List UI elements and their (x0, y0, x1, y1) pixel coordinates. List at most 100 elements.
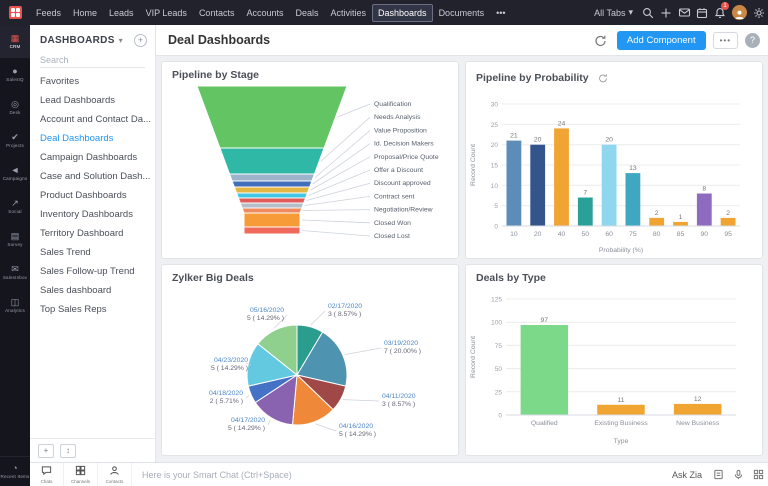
sidebar-item-territory-dashboard[interactable]: Territory Dashboard (40, 228, 124, 239)
pie-slice-label[interactable]: 04/17/2020 5 ( 14.29% ) (227, 417, 265, 432)
svg-text:11: 11 (617, 397, 624, 404)
sidebar-item-campaign-dashboards[interactable]: Campaign Dashboards (40, 152, 138, 163)
all-tabs-dropdown[interactable]: All Tabs ▾ (588, 7, 639, 18)
pie-chart[interactable]: 02/17/2020 3 ( 8.57% ) 03/19/2020 7 ( 20.00… (162, 285, 458, 455)
sidebar-item-product-dashboards[interactable]: Product Dashboards (40, 190, 127, 201)
svg-text:Closed Lost: Closed Lost (374, 233, 410, 240)
nav-item-feeds[interactable]: Feeds (36, 7, 62, 18)
svg-text:25: 25 (491, 122, 499, 129)
top-nav: Feeds Home Leads VIP Leads Contacts Accounts D… (0, 0, 768, 25)
zoho-logo-icon (8, 6, 22, 19)
sidebar-item-favorites[interactable]: Favorites (40, 76, 80, 87)
rail-item-survey[interactable]: ▤ Survey (7, 231, 23, 248)
type-bar-chart[interactable]: 0 25 50 75 100 125 97 Qualified 11 Existing Busin… (466, 285, 762, 455)
search-icon[interactable] (639, 0, 657, 25)
svg-text:12: 12 (694, 396, 702, 403)
zia-doc-icon[interactable] (708, 463, 728, 486)
sidebar-item-deal-dashboards[interactable]: Deal Dashboards (40, 133, 114, 144)
smart-chat-input[interactable] (132, 469, 666, 480)
nav-item-deals[interactable]: Deals (295, 7, 319, 18)
sidebar-item-sales-follow-up-trend[interactable]: Sales Follow-up Trend (40, 266, 135, 277)
pie-slice-label[interactable]: 04/18/2020 2 ( 5.71% ) (208, 390, 243, 405)
pie-slice-label[interactable]: 02/17/2020 3 ( 8.57% ) (328, 303, 363, 318)
ask-zia-button[interactable]: Ask Zia (671, 469, 702, 480)
rail-item-projects[interactable]: ✔ Projects (6, 132, 24, 149)
add-component-button[interactable]: Add Component (616, 30, 706, 50)
pie-slice-label[interactable]: 04/11/2020 3 ( 8.57% ) (382, 393, 416, 408)
svg-text:13: 13 (629, 165, 637, 172)
svg-text:20: 20 (534, 231, 542, 238)
user-avatar[interactable] (732, 5, 747, 20)
zia-mic-icon[interactable] (728, 463, 748, 486)
mail-icon[interactable] (675, 0, 693, 25)
nav-item--[interactable]: ••• (496, 7, 506, 18)
pie-slice-label[interactable]: 03/19/2020 7 ( 20.00% ) (384, 340, 422, 355)
sidebar-item-account-and-contact-da-[interactable]: Account and Contact Da... (40, 114, 151, 125)
nav-item-home[interactable]: Home (73, 7, 98, 18)
svg-text:Probability (%): Probability (%) (599, 247, 643, 254)
svg-text:7: 7 (583, 190, 587, 197)
gear-icon[interactable] (750, 0, 768, 25)
rail-item-crm[interactable]: ▦ CRM (0, 25, 30, 58)
rail-item-campaigns[interactable]: ◄ Campaigns (2, 165, 28, 182)
plus-icon[interactable] (657, 0, 675, 25)
nav-item-accounts[interactable]: Accounts (246, 7, 284, 18)
svg-text:Negotiation/Review: Negotiation/Review (374, 207, 433, 214)
pie-slice-label[interactable]: 05/16/2020 5 ( 14.29% ) (246, 307, 284, 322)
new-dashboard-button[interactable]: + (38, 443, 54, 458)
recent-items-button[interactable]: ◔ Recent Items (0, 456, 30, 486)
card-pipeline-by-probability: Pipeline by Probability 0 5 10 15 20 25 30 21 10… (465, 61, 763, 259)
svg-text:8: 8 (702, 186, 706, 193)
rail-item-social[interactable]: ↗ Social (8, 198, 22, 215)
sidebar-search-input[interactable] (40, 53, 145, 68)
chat-icon: ● (12, 66, 18, 76)
svg-text:125: 125 (491, 297, 502, 304)
inbox-icon: ✉ (11, 264, 19, 274)
sidebar-item-lead-dashboards[interactable]: Lead Dashboards (40, 95, 115, 106)
funnel-chart[interactable]: Qualification Needs Analysis Value Proposi… (162, 82, 458, 258)
svg-text:25: 25 (495, 389, 503, 396)
sidebar-item-top-sales-reps[interactable]: Top Sales Reps (40, 304, 107, 315)
sidebar-caret-icon[interactable]: ▾ (118, 36, 123, 45)
nav-item-dashboards[interactable]: Dashboards (372, 3, 433, 22)
calendar-icon[interactable] (693, 0, 711, 25)
rail-item-desk[interactable]: ◎ Desk (9, 99, 21, 116)
sidebar-item-sales-dashboard[interactable]: Sales dashboard (40, 285, 112, 296)
chat-tab-channels[interactable]: Channels (64, 463, 98, 486)
refresh-icon[interactable] (592, 31, 610, 49)
sidebar-item-sales-trend[interactable]: Sales Trend (40, 247, 91, 258)
apps-grid-icon[interactable] (748, 463, 768, 486)
probability-bar-chart[interactable]: 0 5 10 15 20 25 30 21 10 20 20 24 40 7 50 20 60 13 75 2 80 1 8… (466, 88, 762, 258)
sidebar-title: DASHBOARDS (40, 35, 115, 46)
card-refresh-icon[interactable] (594, 69, 612, 87)
pie-slice-label[interactable]: 04/23/2020 5 ( 14.29% ) (210, 357, 248, 372)
bell-icon[interactable]: 1 (711, 0, 729, 25)
rail-item-analytics[interactable]: ◫ Analytics (5, 297, 25, 314)
person-icon (109, 465, 120, 479)
add-dashboard-icon[interactable]: + (134, 34, 147, 47)
nav-item-documents[interactable]: Documents (438, 7, 485, 18)
card-title: Pipeline by Stage (172, 69, 259, 81)
rail-item-salesiq[interactable]: ● SalesIQ (6, 66, 24, 83)
topnav-items: Feeds Home Leads VIP Leads Contacts Accounts D… (30, 0, 512, 25)
chat-tab-chats[interactable]: Chats (30, 463, 64, 486)
chat-tab-contacts[interactable]: Contacts (98, 463, 132, 486)
svg-text:5: 5 (494, 203, 498, 210)
card-title: Zylker Big Deals (172, 272, 254, 284)
svg-text:60: 60 (605, 231, 613, 238)
nav-item-activities[interactable]: Activities (330, 7, 367, 18)
rail-item-salesinbox[interactable]: ✉ SalesInbox (2, 264, 28, 281)
nav-item-vip-leads[interactable]: VIP Leads (145, 7, 187, 18)
sidebar-item-case-and-solution-dash-[interactable]: Case and Solution Dash... (40, 171, 151, 182)
help-button[interactable]: ? (745, 32, 760, 48)
reorder-dashboards-button[interactable]: ↕ (60, 443, 76, 458)
sidebar-item-inventory-dashboards[interactable]: Inventory Dashboards (40, 209, 133, 220)
dashboard-list: Favorites Lead Dashboards Account and Cont… (30, 72, 155, 438)
svg-text:0: 0 (494, 224, 498, 231)
svg-text:1: 1 (679, 214, 683, 221)
nav-item-contacts[interactable]: Contacts (198, 7, 235, 18)
nav-item-leads[interactable]: Leads (109, 7, 134, 18)
zoho-logo[interactable] (0, 0, 30, 25)
more-options-button[interactable]: ••• (712, 31, 738, 49)
pie-slice-label[interactable]: 04/16/2020 5 ( 14.29% ) (339, 423, 377, 438)
